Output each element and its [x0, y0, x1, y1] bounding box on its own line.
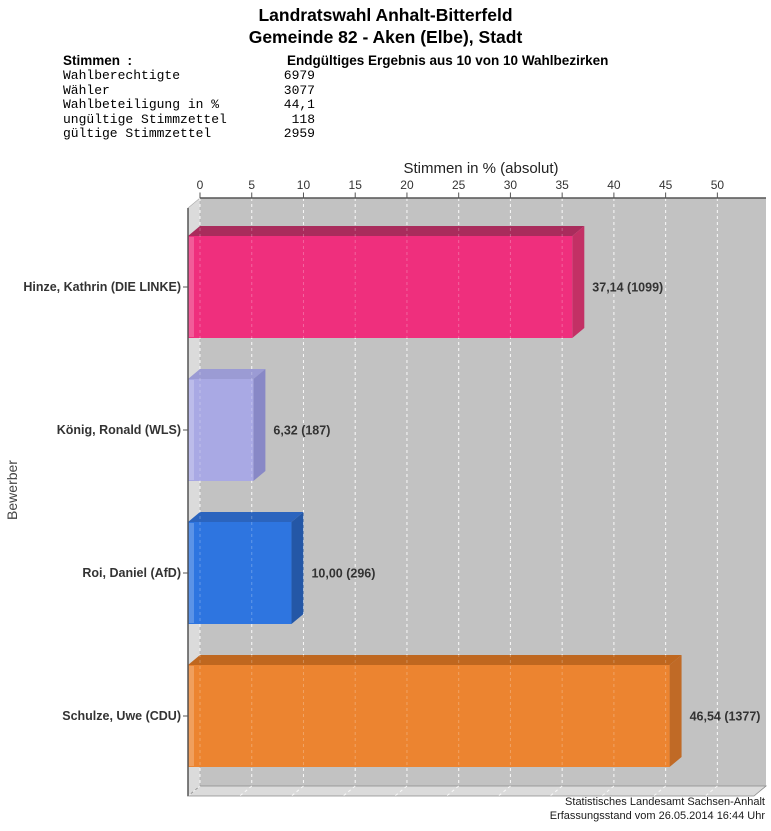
x-tick-label: 35	[555, 178, 569, 192]
bar-side-face	[291, 512, 304, 624]
vote-stats-table: Wahlberechtigte 6979 Wähler 3077 Wahlbeteili…	[63, 68, 315, 142]
stats-row: Wähler 3077	[63, 82, 315, 99]
gridline-floor	[705, 785, 718, 797]
x-tick-label: 25	[452, 178, 466, 192]
stats-label: Wahlberechtigte	[63, 68, 181, 83]
x-tick-label: 45	[659, 178, 673, 192]
category-label: Roi, Daniel (AfD)	[82, 566, 181, 580]
plot-floor	[186, 785, 768, 797]
title-line-1: Landratswahl Anhalt-Bitterfeld	[258, 5, 513, 25]
result-status-label: Endgültiges Ergebnis aus 10 von 10 Wahlb…	[287, 53, 609, 68]
category-label: König, Ronald (WLS)	[57, 423, 181, 437]
bar-side-face	[669, 655, 682, 767]
footer-timestamp-line: Erfassungsstand vom 26.05.2014 16:44 Uhr	[549, 809, 765, 822]
bar-value-label: 46,54 (1377)	[690, 710, 761, 724]
title-line-2: Gemeinde 82 - Aken (Elbe), Stadt	[248, 27, 523, 47]
gridline-floor	[601, 785, 615, 797]
category-label: Schulze, Uwe (CDU)	[62, 709, 181, 723]
stats-label: Wähler	[63, 82, 110, 98]
stats-value: 6979	[283, 68, 315, 83]
x-tick-label: 10	[297, 178, 311, 192]
bar-top-face	[188, 226, 585, 236]
stats-label: ungültige Stimmzettel	[63, 111, 227, 127]
bar-1	[188, 379, 254, 481]
report-title: Landratswahl Anhalt-Bitterfeld Gemeinde …	[0, 4, 771, 48]
bar-top-face	[188, 512, 304, 522]
stimmen-label: Stimmen :	[63, 53, 133, 68]
x-tick-label: 5	[248, 178, 255, 192]
bar-highlight	[189, 237, 194, 337]
x-tick-label: 50	[711, 178, 725, 192]
gridline-floor	[446, 785, 460, 797]
bar-highlight	[189, 523, 194, 623]
gridline-floor	[291, 785, 304, 797]
gridline-floor	[498, 785, 511, 797]
x-tick-label: 40	[607, 178, 621, 192]
bar-3	[188, 665, 670, 767]
stats-value: 44,1	[283, 97, 315, 113]
gridline-floor	[239, 785, 253, 797]
stats-label: Wahlbeteiligung in %	[63, 97, 220, 113]
stats-row: Wahlbeteiligung in % 44,1	[63, 98, 315, 113]
bar-value-label: 6,32 (187)	[273, 424, 330, 438]
stats-row: ungültige Stimmzettel 118	[63, 111, 315, 128]
bar-0	[188, 236, 573, 338]
gridline-floor	[394, 785, 408, 797]
stats-value: 118	[291, 111, 315, 127]
stats-row: Wahlberechtigte 6979	[63, 68, 315, 84]
stats-value: 2959	[283, 126, 315, 142]
x-axis-title: Stimmen in % (absolut)	[403, 160, 558, 177]
bar-side-face	[572, 226, 585, 338]
bar-top-face	[188, 655, 682, 665]
x-tick-label: 20	[400, 178, 414, 192]
bar-value-label: 37,14 (1099)	[592, 281, 663, 295]
bar-side-face	[253, 369, 266, 481]
gridline-floor	[653, 785, 666, 797]
x-tick-label: 30	[504, 178, 518, 192]
bar-highlight	[189, 380, 194, 480]
gridline-floor	[549, 785, 563, 797]
subtitle-row: Stimmen : Endgültiges Ergebnis aus 10 vo…	[0, 53, 771, 69]
bar-2	[188, 522, 292, 624]
x-tick-label: 15	[349, 178, 363, 192]
category-label: Hinze, Kathrin (DIE LINKE)	[23, 280, 181, 294]
y-axis-title: Bewerber	[4, 460, 20, 520]
footer-source-line: Statistisches Landesamt Sachsen-Anhalt	[565, 796, 765, 808]
stats-row: gültige Stimmzettel 2959	[63, 127, 315, 142]
gridline-floor	[342, 785, 356, 797]
bar-top-face	[188, 369, 266, 379]
footer: Statistisches Landesamt Sachsen-Anhalt E…	[550, 796, 765, 823]
stats-value: 3077	[283, 82, 315, 98]
gridline-floor	[187, 785, 201, 797]
x-tick-label: 0	[197, 178, 204, 192]
bar-value-label: 10,00 (296)	[311, 567, 375, 581]
bar-highlight	[189, 666, 194, 766]
stats-label: gültige Stimmzettel	[63, 126, 212, 142]
